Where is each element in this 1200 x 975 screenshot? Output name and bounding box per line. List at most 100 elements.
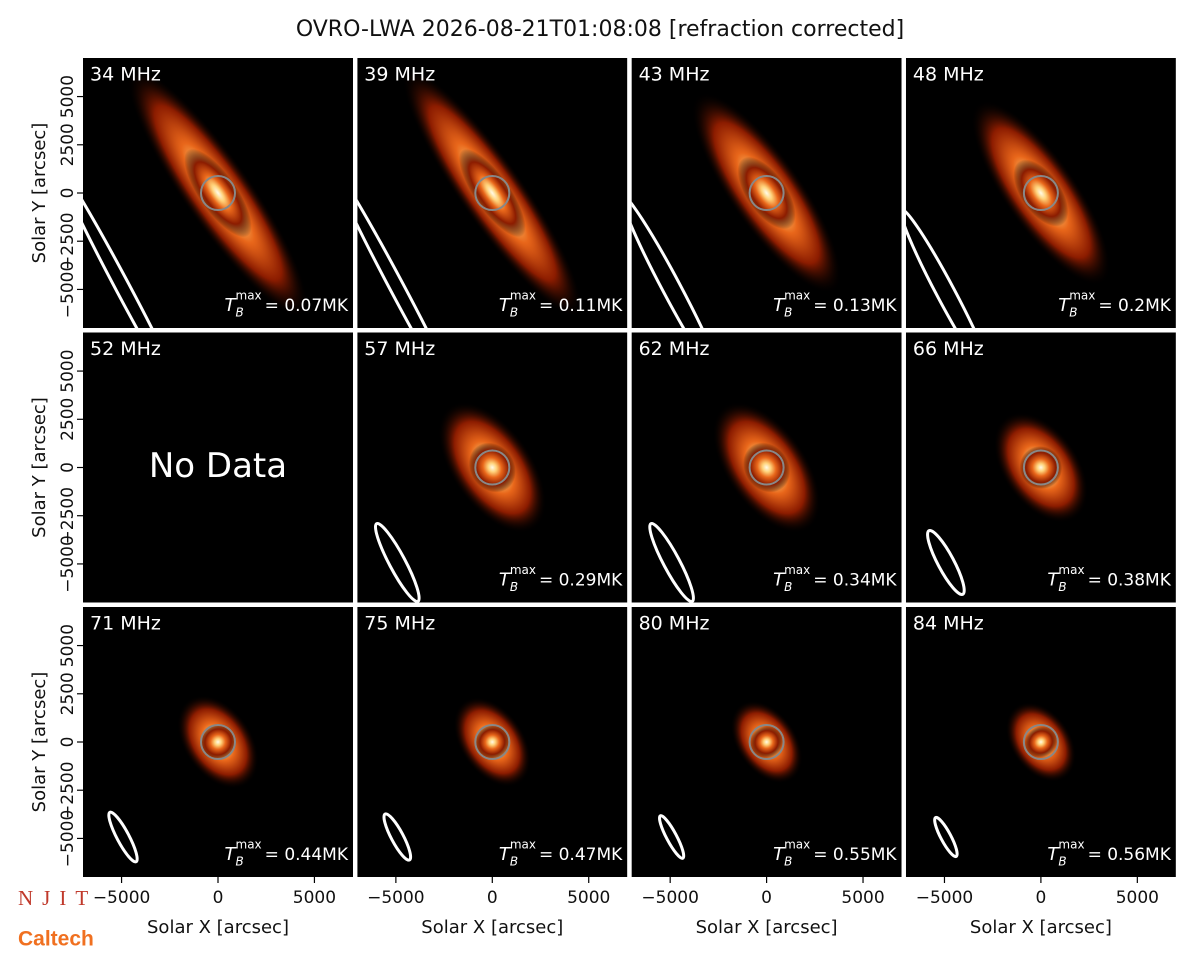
emission-core [1024, 726, 1058, 758]
tmax-value: = 0.56MK [1088, 845, 1172, 865]
panel [357, 607, 628, 877]
x-axis-label: Solar X [arcsec] [421, 917, 563, 938]
freq-label: 43 MHz [639, 64, 710, 86]
y-tick-label: −5000 [58, 261, 78, 319]
y-tick-label: 2500 [58, 123, 78, 166]
chart-title: OVRO-LWA 2026-08-21T01:08:08 [refraction… [296, 17, 904, 42]
emission-core [458, 148, 526, 238]
panel [905, 607, 1176, 877]
emission-core [199, 723, 237, 761]
x-tick-label: 0 [213, 888, 224, 908]
y-axis-label: Solar Y [arcsec] [29, 123, 50, 264]
panel [83, 58, 353, 328]
tmax-symbol: T [225, 295, 238, 316]
tmax-value: = 0.2MK [1098, 296, 1171, 316]
tmax-symbol: T [773, 844, 786, 865]
tmax-sub: B [1058, 580, 1066, 594]
tmax-symbol: T [499, 570, 512, 591]
tmax-symbol: T [1047, 570, 1060, 591]
x-axis-label: Solar X [arcsec] [970, 917, 1112, 938]
y-tick-label: 5000 [58, 349, 78, 392]
tmax-sub: B [510, 306, 518, 320]
freq-label: 66 MHz [913, 338, 984, 360]
tmax-value: = 0.29MK [539, 571, 623, 591]
x-tick-label: 0 [1035, 888, 1046, 908]
y-tick-label: 0 [58, 462, 78, 473]
x-tick-label: −5000 [916, 888, 974, 908]
tmax-sub: B [510, 580, 518, 594]
freq-label: 62 MHz [639, 338, 710, 360]
y-tick-label: −2500 [58, 212, 78, 270]
tmax-sup: max [510, 563, 536, 577]
tmax-symbol: T [499, 844, 512, 865]
x-tick-label: 0 [761, 888, 772, 908]
tmax-sup: max [784, 563, 810, 577]
tmax-value: = 0.44MK [265, 845, 349, 865]
freq-label: 84 MHz [913, 613, 984, 635]
beam [648, 521, 695, 603]
tmax-sub: B [236, 855, 244, 869]
tmax-sub: B [784, 855, 792, 869]
tmax-sup: max [1058, 563, 1084, 577]
x-axis-label: Solar X [arcsec] [696, 917, 838, 938]
panel [631, 332, 902, 603]
beam [107, 810, 139, 864]
solar-disk [1022, 449, 1059, 486]
tmax-value: = 0.55MK [813, 845, 897, 865]
y-tick-label: 0 [58, 737, 78, 748]
tmax-symbol: T [1058, 295, 1071, 316]
x-tick-label: −5000 [641, 888, 699, 908]
emission-core [750, 725, 783, 759]
freq-label: 75 MHz [364, 613, 435, 635]
solar-disk [1022, 175, 1059, 211]
panel [83, 607, 353, 877]
logo-njit: NJIT [18, 886, 97, 910]
beam [631, 193, 724, 328]
tmax-sub: B [510, 855, 518, 869]
panel [357, 332, 628, 603]
solar-disk [474, 724, 511, 760]
beam [382, 812, 413, 862]
solar-disk [748, 175, 785, 211]
beam [83, 162, 191, 328]
tmax-symbol: T [499, 295, 512, 316]
beam [905, 207, 993, 328]
emission-core [474, 724, 510, 760]
tmax-sub: B [236, 306, 244, 320]
tmax-sub: B [784, 580, 792, 594]
y-tick-label: 0 [58, 188, 78, 199]
tmax-value: = 0.07MK [265, 296, 349, 316]
x-tick-label: −5000 [367, 888, 425, 908]
tmax-symbol: T [225, 844, 238, 865]
tmax-symbol: T [773, 295, 786, 316]
freq-label: 57 MHz [364, 338, 435, 360]
tmax-sup: max [236, 289, 262, 303]
tmax-value: = 0.47MK [539, 845, 623, 865]
panel [631, 607, 902, 877]
tmax-sub: B [1069, 306, 1077, 320]
solar-disk [748, 449, 785, 486]
beam [657, 814, 686, 860]
tmax-sub: B [1058, 855, 1066, 869]
panel-bg [83, 332, 353, 603]
tmax-value: = 0.34MK [813, 571, 897, 591]
y-tick-label: −5000 [58, 535, 78, 593]
panel [905, 332, 1176, 603]
tmax-sup: max [510, 838, 536, 852]
panel [631, 58, 902, 328]
y-tick-label: −2500 [58, 487, 78, 545]
no-data-note: No Data [149, 446, 287, 486]
freq-label: 52 MHz [90, 338, 161, 360]
emission-core [184, 148, 252, 238]
y-tick-label: 5000 [58, 624, 78, 667]
x-tick-label: −5000 [93, 888, 151, 908]
tmax-sup: max [784, 838, 810, 852]
freq-label: 71 MHz [90, 613, 161, 635]
freq-label: 80 MHz [639, 613, 710, 635]
y-axis-label: Solar Y [arcsec] [29, 672, 50, 813]
freq-label: 39 MHz [364, 64, 435, 86]
emission-core [1019, 446, 1063, 489]
freq-label: 48 MHz [913, 64, 984, 86]
logo-caltech: Caltech [18, 928, 94, 951]
